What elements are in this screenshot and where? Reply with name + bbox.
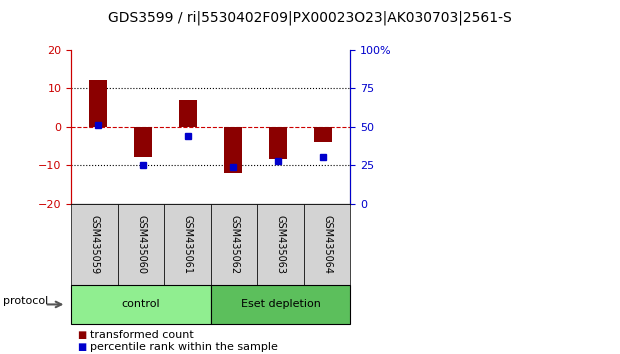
Text: GSM435064: GSM435064 (322, 215, 332, 274)
Text: percentile rank within the sample: percentile rank within the sample (90, 342, 278, 352)
Bar (224, 127, 242, 173)
Text: control: control (122, 299, 161, 309)
Bar (269, 127, 287, 159)
Text: Eset depletion: Eset depletion (241, 299, 321, 309)
Bar (179, 99, 197, 127)
Text: ■: ■ (78, 342, 87, 352)
Text: GSM435059: GSM435059 (89, 215, 100, 274)
Text: protocol: protocol (3, 296, 48, 306)
Bar (89, 80, 107, 127)
Text: GSM435061: GSM435061 (182, 215, 193, 274)
Text: transformed count: transformed count (90, 330, 193, 339)
Bar (135, 127, 153, 157)
Text: ■: ■ (78, 330, 87, 339)
Text: GSM435060: GSM435060 (136, 215, 146, 274)
Bar (314, 127, 332, 142)
Text: GSM435062: GSM435062 (229, 215, 239, 274)
Text: GDS3599 / ri|5530402F09|PX00023O23|AK030703|2561-S: GDS3599 / ri|5530402F09|PX00023O23|AK030… (108, 11, 512, 25)
Text: GSM435063: GSM435063 (275, 215, 286, 274)
